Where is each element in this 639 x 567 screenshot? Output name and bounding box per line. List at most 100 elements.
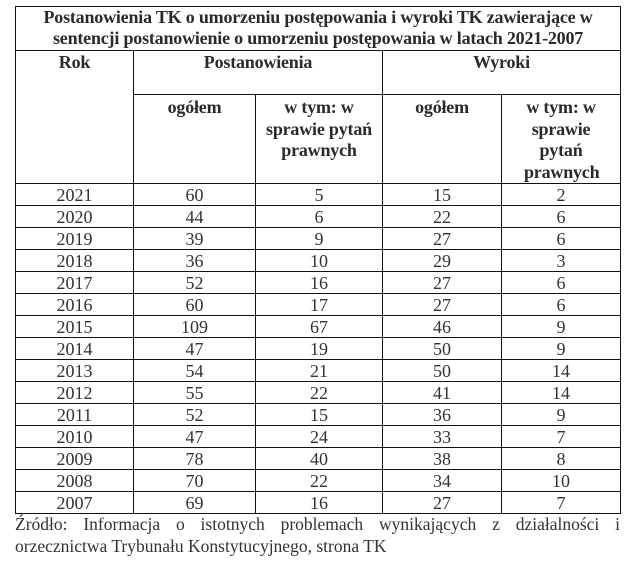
table-row: 2009 78 40 38 8 [15, 447, 622, 470]
source-note: Źródło: Informacja o istotnych problemac… [15, 514, 620, 556]
header-wyroki-ogolem: ogółem [382, 94, 502, 184]
cell-wyr-pytania: 14 [500, 381, 622, 404]
cell-post-pytania: 5 [255, 183, 383, 206]
header-postanowienia-ogolem: ogółem [133, 94, 256, 184]
table-title: Postanowienia TK o umorzeniu postępowani… [14, 6, 622, 51]
cell-post-ogolem: 52 [133, 403, 256, 426]
cell-post-pytania: 67 [255, 315, 383, 338]
cell-post-pytania: 15 [255, 403, 383, 426]
cell-post-ogolem: 109 [133, 315, 256, 338]
cell-post-pytania: 40 [255, 447, 383, 470]
table-row: 2016 60 17 27 6 [15, 293, 622, 316]
cell-rok: 2009 [15, 447, 134, 470]
cell-post-ogolem: 44 [133, 205, 256, 228]
cell-wyr-ogolem: 33 [382, 425, 502, 448]
table-row: 2017 52 16 27 6 [15, 271, 622, 294]
table-row: 2014 47 19 50 9 [15, 337, 622, 360]
header-wyroki: Wyroki [381, 50, 622, 95]
cell-wyr-pytania: 9 [500, 403, 622, 426]
cell-wyr-pytania: 7 [500, 425, 622, 448]
cell-post-ogolem: 60 [133, 293, 256, 316]
cell-wyr-ogolem: 38 [382, 447, 502, 470]
header-wyroki-pytania: w tym: w sprawie pytań prawnych [500, 94, 622, 184]
cell-post-ogolem: 54 [133, 359, 256, 382]
cell-rok: 2007 [15, 491, 134, 514]
cell-wyr-ogolem: 41 [382, 381, 502, 404]
cell-wyr-pytania: 2 [500, 183, 622, 206]
cell-wyr-ogolem: 34 [382, 469, 502, 492]
header-sub-row: ogółem w tym: w sprawie pytań prawnych o… [16, 94, 622, 184]
cell-post-pytania: 16 [255, 271, 383, 294]
table-row: 2019 39 9 27 6 [15, 227, 622, 250]
cell-wyr-ogolem: 29 [382, 249, 502, 272]
cell-wyr-ogolem: 27 [382, 491, 502, 514]
cell-wyr-ogolem: 46 [382, 315, 502, 338]
cell-wyr-ogolem: 15 [382, 183, 502, 206]
cell-post-pytania: 22 [255, 381, 383, 404]
cell-post-ogolem: 47 [133, 337, 256, 360]
cell-post-ogolem: 70 [133, 469, 256, 492]
cell-wyr-pytania: 6 [500, 271, 622, 294]
cell-post-ogolem: 69 [133, 491, 256, 514]
cell-rok: 2013 [15, 359, 134, 382]
cell-rok: 2011 [15, 403, 134, 426]
cell-post-ogolem: 78 [133, 447, 256, 470]
cell-rok: 2008 [15, 469, 134, 492]
cell-rok: 2014 [15, 337, 134, 360]
cell-rok: 2018 [15, 249, 134, 272]
cell-post-ogolem: 39 [133, 227, 256, 250]
cell-wyr-ogolem: 27 [382, 227, 502, 250]
cell-rok: 2020 [15, 205, 134, 228]
table-row: 2007 69 16 27 7 [15, 491, 622, 514]
cell-wyr-ogolem: 36 [382, 403, 502, 426]
table-row: 2020 44 6 22 6 [15, 205, 622, 228]
cell-wyr-pytania: 6 [500, 205, 622, 228]
cell-wyr-ogolem: 27 [382, 271, 502, 294]
table-title-row: Postanowienia TK o umorzeniu postępowani… [14, 6, 622, 51]
table-row: 2021 60 5 15 2 [15, 183, 622, 206]
cell-post-pytania: 10 [255, 249, 383, 272]
header-rok: Rok [15, 50, 134, 184]
cell-wyr-ogolem: 50 [382, 337, 502, 360]
table-row: 2012 55 22 41 14 [15, 381, 622, 404]
cell-post-pytania: 19 [255, 337, 383, 360]
table-row: 2018 36 10 29 3 [15, 249, 622, 272]
cell-rok: 2021 [15, 183, 134, 206]
cell-rok: 2017 [15, 271, 134, 294]
cell-post-pytania: 16 [255, 491, 383, 514]
table-row: 2011 52 15 36 9 [15, 403, 622, 426]
cell-rok: 2016 [15, 293, 134, 316]
cell-post-pytania: 24 [255, 425, 383, 448]
header-group-row: Rok Postanowienia Wyroki [15, 50, 622, 184]
cell-post-ogolem: 52 [133, 271, 256, 294]
cell-post-pytania: 6 [255, 205, 383, 228]
cell-post-pytania: 22 [255, 469, 383, 492]
cell-wyr-pytania: 9 [500, 315, 622, 338]
cell-wyr-pytania: 10 [500, 469, 622, 492]
cell-wyr-pytania: 3 [500, 249, 622, 272]
cell-post-ogolem: 55 [133, 381, 256, 404]
cell-wyr-pytania: 6 [500, 227, 622, 250]
cell-wyr-ogolem: 50 [382, 359, 502, 382]
cell-wyr-pytania: 6 [500, 293, 622, 316]
cell-rok: 2015 [15, 315, 134, 338]
cell-rok: 2010 [15, 425, 134, 448]
cell-wyr-pytania: 14 [500, 359, 622, 382]
cell-wyr-ogolem: 22 [382, 205, 502, 228]
cell-wyr-ogolem: 27 [382, 293, 502, 316]
table-body: 2021 60 5 15 2 2020 44 6 22 6 2019 39 9 27 6 2018 36 10 29… [15, 183, 622, 514]
cell-post-ogolem: 60 [133, 183, 256, 206]
table-row: 2015 109 67 46 9 [15, 315, 622, 338]
statistics-table: Postanowienia TK o umorzeniu postępowani… [14, 6, 622, 514]
table-row: 2008 70 22 34 10 [15, 469, 622, 492]
header-postanowienia-pytania: w tym: w sprawie pytań prawnych [255, 94, 383, 184]
cell-wyr-pytania: 8 [500, 447, 622, 470]
cell-post-pytania: 21 [255, 359, 383, 382]
cell-post-pytania: 17 [255, 293, 383, 316]
table-row: 2013 54 21 50 14 [15, 359, 622, 382]
cell-post-ogolem: 47 [133, 425, 256, 448]
cell-wyr-pytania: 7 [500, 491, 622, 514]
header-postanowienia: Postanowienia [133, 50, 383, 95]
cell-post-pytania: 9 [255, 227, 383, 250]
cell-rok: 2012 [15, 381, 134, 404]
